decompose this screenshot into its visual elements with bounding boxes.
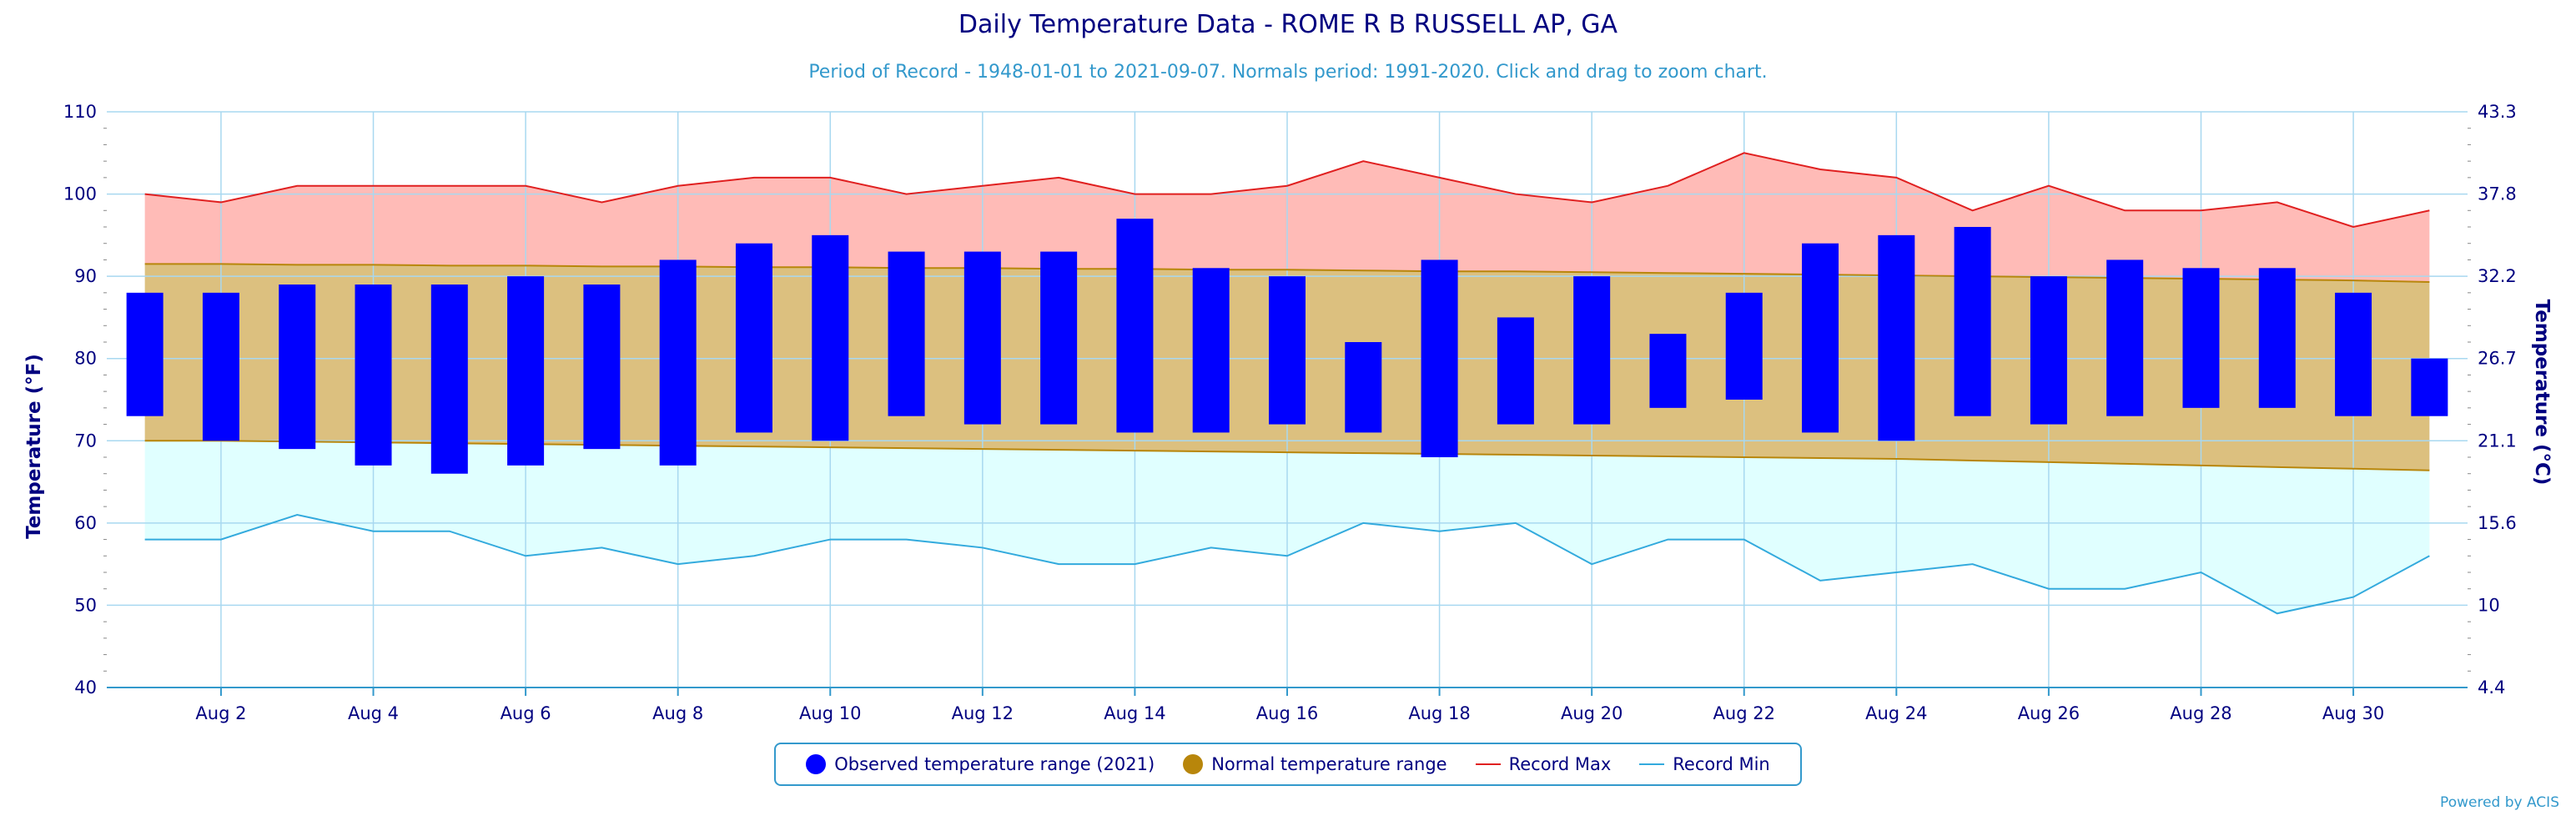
y-tick-label-right: 26.7 (2478, 349, 2517, 369)
chart-bars (126, 219, 2448, 474)
legend-label-record-max: Record Max (1508, 754, 1612, 774)
observed-bar (1116, 219, 1154, 433)
x-tick-label: Aug 4 (348, 703, 399, 723)
observed-bar (1497, 317, 1534, 425)
record-max-line (144, 152, 2430, 229)
x-tick-label: Aug 28 (2170, 703, 2231, 723)
observed-bar (1192, 268, 1230, 433)
legend-label-normal: Normal temperature range (1211, 754, 1447, 774)
x-tick-label: Aug 26 (2018, 703, 2080, 723)
chart-title: Daily Temperature Data - ROME R B RUSSEL… (958, 10, 1618, 39)
x-tick-label: Aug 16 (1256, 703, 1318, 723)
legend-item-record-min[interactable]: Record Min (1639, 754, 1770, 774)
observed-bar (2106, 259, 2144, 416)
x-tick-label: Aug 6 (501, 703, 551, 723)
observed-bar (2258, 268, 2296, 408)
observed-bar (355, 285, 392, 466)
legend-label-record-min: Record Min (1673, 754, 1770, 774)
x-tick-label: Aug 24 (1865, 703, 1927, 723)
x-tick-label: Aug 2 (195, 703, 246, 723)
y-tick-label-right: 43.3 (2478, 102, 2517, 122)
y-tick-label-right: 15.6 (2478, 513, 2517, 533)
observed-bar (2411, 358, 2448, 416)
y-tick-label-right: 37.8 (2478, 184, 2517, 204)
observed-bar (2182, 268, 2220, 408)
legend-item-normal[interactable]: Normal temperature range (1183, 754, 1447, 774)
y-axis-title-left: Temperature (°F) (23, 354, 45, 539)
observed-bar (963, 251, 1001, 425)
y-tick-label-left: 110 (63, 102, 97, 122)
observed-bar (507, 276, 545, 466)
observed-bar (126, 292, 164, 416)
record-max-line-icon (1475, 763, 1501, 765)
y-tick-label-left: 60 (74, 513, 97, 533)
observed-bar (279, 285, 316, 450)
observed-dot-icon (806, 754, 827, 774)
observed-bar (1725, 292, 1763, 400)
observed-bar (659, 259, 697, 466)
record-min-line-icon (1639, 763, 1665, 765)
x-tick-label: Aug 10 (799, 703, 861, 723)
y-axis-title-right: Temperature (°C) (2531, 300, 2553, 486)
legend-label-observed: Observed temperature range (2021) (834, 754, 1155, 774)
chart-subtitle: Period of Record - 1948-01-01 to 2021-09… (808, 62, 1768, 83)
observed-bar (2030, 276, 2067, 425)
legend-item-record-max[interactable]: Record Max (1475, 754, 1612, 774)
chart-axes: Aug 2 Aug 4 Aug 6 Aug 8 Aug 10 Aug 12 Aug 14 Au… (63, 102, 2517, 723)
observed-bar (735, 243, 772, 433)
y-tick-label-left: 100 (63, 184, 97, 204)
y-tick-label-left: 50 (74, 595, 97, 615)
y-tick-label-left: 40 (74, 677, 97, 698)
credits-link[interactable]: Powered by ACIS (2440, 794, 2559, 811)
observed-bar (1421, 259, 1458, 457)
record-min-line (144, 513, 2430, 615)
y-tick-label-right: 10 (2478, 595, 2500, 615)
observed-bar (1573, 276, 1611, 425)
y-tick-label-right: 21.1 (2478, 431, 2517, 451)
y-tick-label-right: 4.4 (2478, 677, 2505, 698)
normal-dot-icon (1183, 754, 1204, 774)
x-tick-label: Aug 22 (1713, 703, 1775, 723)
observed-bar (888, 251, 925, 416)
observed-bar (1954, 227, 1991, 416)
chart-legend: Observed temperature range (2021) Normal… (774, 743, 1802, 786)
observed-bar (430, 285, 468, 474)
y-tick-label-left: 70 (74, 431, 97, 451)
observed-bar (1040, 251, 1078, 425)
legend-item-observed[interactable]: Observed temperature range (2021) (806, 754, 1155, 774)
x-tick-label: Aug 20 (1561, 703, 1623, 723)
observed-bar (1802, 243, 1839, 433)
x-tick-label: Aug 18 (1408, 703, 1470, 723)
observed-bar (2335, 292, 2372, 416)
observed-bar (812, 234, 849, 441)
x-tick-label: Aug 14 (1104, 703, 1165, 723)
observed-bar (583, 285, 621, 450)
observed-bar (1345, 342, 1382, 433)
y-tick-label-right: 32.2 (2478, 266, 2517, 286)
y-tick-label-left: 90 (74, 266, 97, 286)
x-tick-label: Aug 8 (652, 703, 703, 723)
y-tick-label-left: 80 (74, 349, 97, 369)
observed-bar (1649, 334, 1687, 408)
observed-bar (1878, 234, 1915, 441)
observed-bar (202, 292, 239, 441)
x-tick-label: Aug 12 (952, 703, 1014, 723)
observed-bar (1269, 276, 1306, 425)
x-tick-label: Aug 30 (2322, 703, 2384, 723)
